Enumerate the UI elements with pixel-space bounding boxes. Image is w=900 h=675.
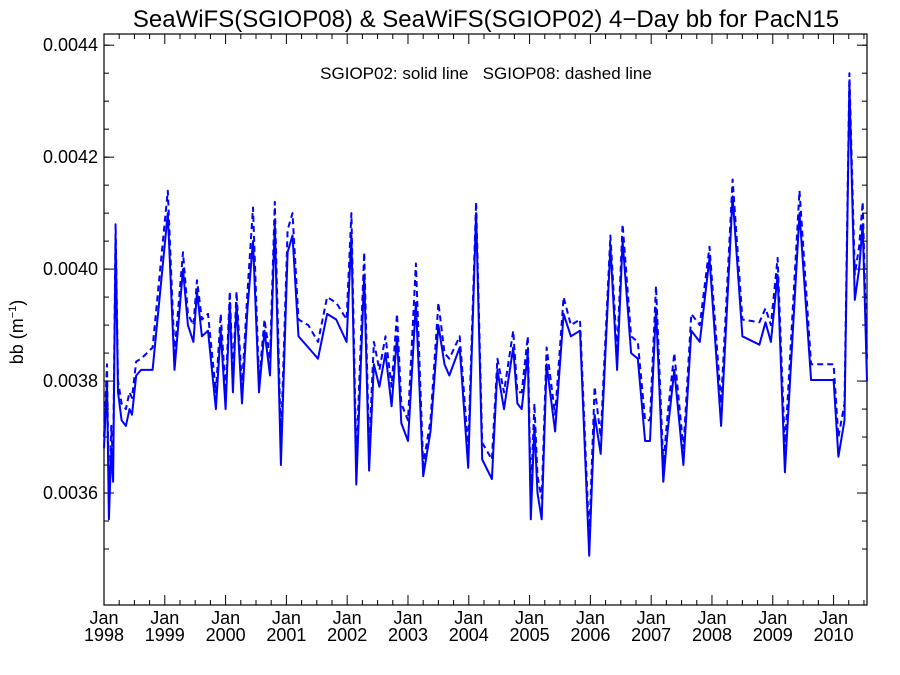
x-tick-month: Jan bbox=[515, 608, 544, 628]
x-tick-year: 2005 bbox=[510, 625, 550, 645]
x-tick-year: 1999 bbox=[145, 625, 185, 645]
x-tick-year: 2003 bbox=[388, 625, 428, 645]
x-tick-month: Jan bbox=[150, 608, 179, 628]
plot-frame bbox=[103, 33, 868, 606]
x-tick-year: 1998 bbox=[84, 625, 124, 645]
y-axis-label-text: bb (m bbox=[7, 318, 27, 364]
x-tick-month: Jan bbox=[637, 608, 666, 628]
x-tick-month: Jan bbox=[272, 608, 301, 628]
x-tick-month: Jan bbox=[758, 608, 787, 628]
line-style-annotation: SGIOP02: solid line SGIOP08: dashed line bbox=[320, 64, 652, 83]
x-tick-year: 2002 bbox=[327, 625, 367, 645]
x-tick-month: Jan bbox=[576, 608, 605, 628]
svg-text:bb (m−1): bb (m−1) bbox=[7, 300, 27, 365]
x-tick-year: 2009 bbox=[753, 625, 793, 645]
series-line-sgiop02 bbox=[103, 83, 868, 557]
x-tick-month: Jan bbox=[454, 608, 483, 628]
x-tick-year: 2004 bbox=[449, 625, 489, 645]
x-tick-month: Jan bbox=[89, 608, 118, 628]
x-tick-year: 2000 bbox=[206, 625, 246, 645]
y-tick-label: 0.0040 bbox=[43, 259, 98, 279]
x-axis: Jan1998Jan1999Jan2000Jan2001Jan2002Jan20… bbox=[84, 34, 865, 645]
chart-title: SeaWiFS(SGIOP08) & SeaWiFS(SGIOP02) 4−Da… bbox=[133, 6, 839, 33]
x-tick-year: 2010 bbox=[814, 625, 854, 645]
y-tick-label: 0.0036 bbox=[43, 483, 98, 503]
x-tick-year: 2007 bbox=[631, 625, 671, 645]
y-tick-label: 0.0042 bbox=[43, 147, 98, 167]
y-tick-label: 0.0044 bbox=[43, 35, 98, 55]
series-group bbox=[103, 72, 868, 557]
y-axis-label: bb (m−1) bbox=[7, 300, 27, 365]
y-tick-label: 0.0038 bbox=[43, 371, 98, 391]
y-axis: 0.0036 0.0038 0.0040 0.0042 0.0044 bbox=[43, 35, 867, 550]
y-axis-label-exponent: −1 bbox=[7, 306, 19, 319]
x-tick-year: 2001 bbox=[266, 625, 306, 645]
x-tick-month: Jan bbox=[211, 608, 240, 628]
x-tick-year: 2006 bbox=[570, 625, 610, 645]
x-tick-year: 2008 bbox=[692, 625, 732, 645]
x-tick-month: Jan bbox=[393, 608, 422, 628]
x-tick-month: Jan bbox=[697, 608, 726, 628]
x-tick-month: Jan bbox=[819, 608, 848, 628]
y-axis-label-close: ) bbox=[7, 300, 27, 306]
x-tick-month: Jan bbox=[333, 608, 362, 628]
